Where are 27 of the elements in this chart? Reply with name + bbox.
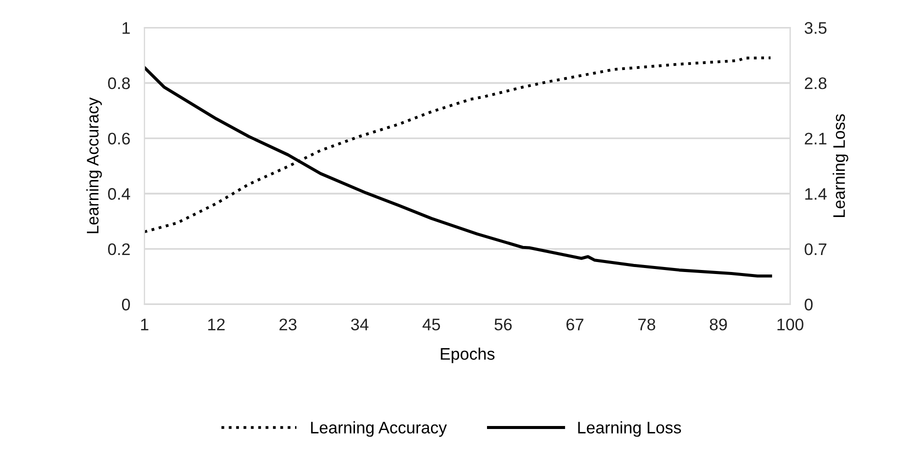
y-tick-label: 0 — [122, 298, 130, 310]
x-tick-label: 34 — [351, 318, 368, 330]
x-axis-title: Epochs — [440, 348, 494, 364]
x-tick-label: 67 — [566, 318, 584, 330]
y2-tick-label: 0.7 — [804, 243, 826, 256]
legend-label: Learning Accuracy — [311, 421, 447, 437]
x-tick-label: 89 — [710, 318, 727, 330]
y-tick-label: 1 — [122, 22, 130, 34]
y-axis-title: Learning Accuracy — [86, 97, 102, 234]
x-tick-label: 100 — [777, 318, 804, 330]
y2-tick-label: 0 — [804, 298, 813, 310]
x-tick-label: 45 — [422, 318, 440, 330]
x-tick-label: 56 — [494, 318, 512, 330]
y2-tick-label: 2.1 — [804, 132, 826, 144]
y2-tick-label: 2.8 — [804, 77, 826, 90]
y-tick-label: 0.6 — [108, 132, 130, 145]
y2-tick-label: 1.4 — [805, 188, 827, 200]
y-tick-label: 0.2 — [108, 243, 130, 256]
legend-label: Learning Loss — [578, 421, 681, 437]
x-tick-label: 23 — [280, 318, 296, 330]
x-tick-label: 1 — [141, 318, 148, 330]
y2-tick-label: 3.5 — [804, 22, 826, 34]
x-tick-label: 12 — [208, 318, 225, 330]
y-tick-label: 0.4 — [108, 188, 130, 200]
y2-axis-title: Learning Loss — [832, 114, 848, 217]
y-tick-label: 0.8 — [108, 77, 130, 90]
x-tick-label: 78 — [638, 318, 656, 330]
